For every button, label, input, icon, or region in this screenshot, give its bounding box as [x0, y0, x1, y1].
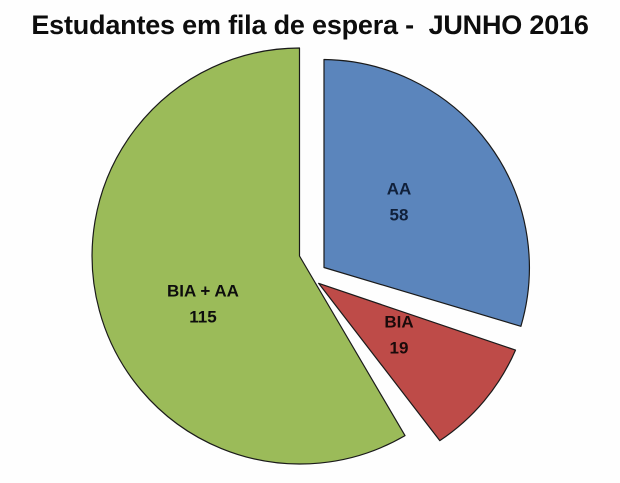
pie-label-bia-value: 19 — [390, 338, 409, 357]
pie-label-bia-name: BIA — [384, 312, 413, 331]
pie-slice-aa[interactable] — [323, 58, 530, 327]
pie-slice-bia-aa[interactable] — [91, 47, 406, 465]
pie-label-aa-name: AA — [387, 179, 412, 198]
pie-label-bia-aa-value: 115 — [189, 307, 216, 326]
pie-label-aa-value: 58 — [390, 205, 409, 224]
chart-title: Estudantes em fila de espera - JUNHO 201… — [31, 10, 589, 40]
pie-slice-bia[interactable] — [318, 282, 517, 442]
pie-label-bia-aa-name: BIA + AA — [167, 281, 239, 300]
